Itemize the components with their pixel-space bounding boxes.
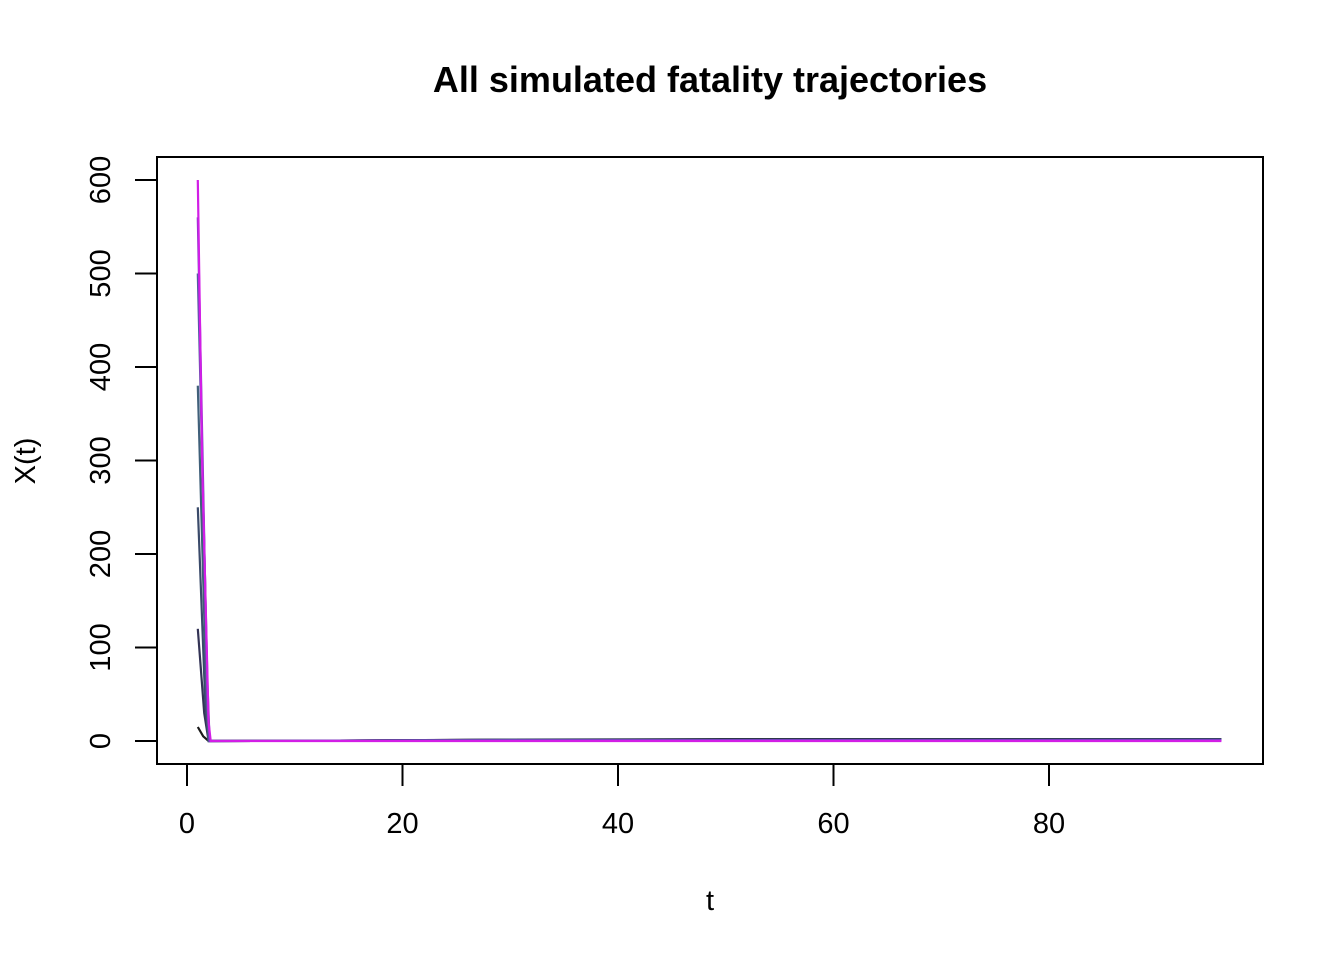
series-line-4 <box>196 273 1222 743</box>
y-tick-label-5: 500 <box>85 249 117 297</box>
x-tick-label-4: 80 <box>1033 808 1065 840</box>
series-line-1 <box>196 628 1222 743</box>
y-tick-label-1: 100 <box>85 623 117 671</box>
y-tick-label-6: 600 <box>85 156 117 204</box>
plot-box <box>156 156 1264 765</box>
series-line-2 <box>196 507 1222 743</box>
series-line-6 <box>196 179 1222 743</box>
chart-title: All simulated fatality trajectories <box>433 59 987 100</box>
y-axis-label: X(t) <box>10 438 42 485</box>
x-tick-label-0: 0 <box>179 808 195 840</box>
x-axis: 0 20 40 60 80 <box>179 763 1065 840</box>
series-line-5 <box>196 217 1222 743</box>
x-tick-label-3: 60 <box>817 808 849 840</box>
series-layer <box>196 179 1222 743</box>
y-tick-label-2: 200 <box>85 530 117 578</box>
x-tick-label-1: 20 <box>386 808 418 840</box>
x-axis-label: t <box>706 885 714 917</box>
y-tick-label-4: 400 <box>85 343 117 391</box>
y-tick-label-0: 0 <box>85 733 117 749</box>
series-line-3 <box>196 385 1222 743</box>
x-tick-label-2: 40 <box>602 808 634 840</box>
y-axis: 0 100 200 300 400 500 600 <box>85 156 158 749</box>
y-tick-label-3: 300 <box>85 436 117 484</box>
